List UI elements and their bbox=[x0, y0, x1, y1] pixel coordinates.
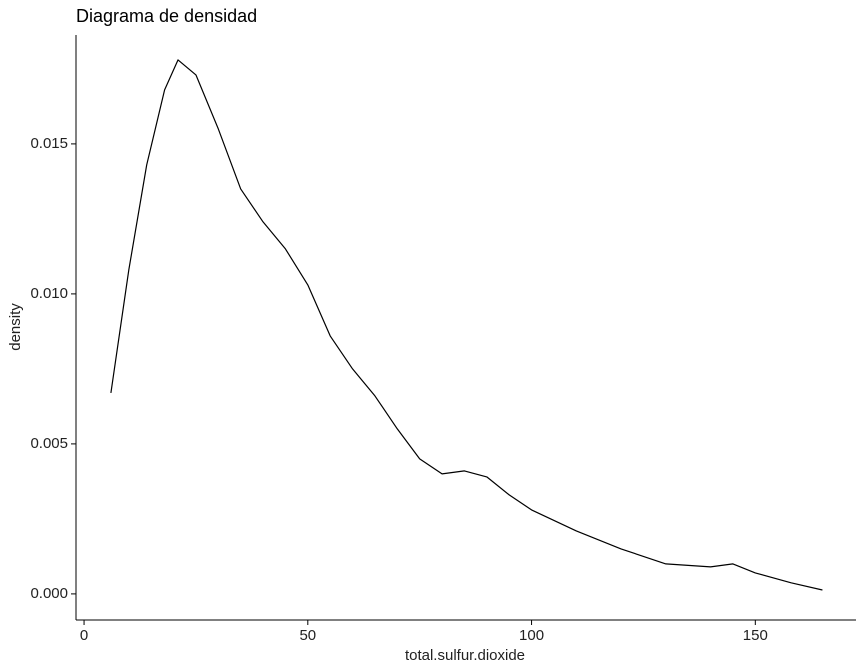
x-tick-label: 100 bbox=[519, 627, 544, 644]
x-tick-label: 50 bbox=[299, 627, 316, 644]
chart-title: Diagrama de densidad bbox=[76, 6, 257, 26]
y-tick-label: 0.015 bbox=[30, 135, 68, 152]
y-tick-label: 0.010 bbox=[30, 285, 68, 302]
y-tick-label: 0.000 bbox=[30, 585, 68, 602]
y-tick-label: 0.005 bbox=[30, 435, 68, 452]
y-axis-label: density bbox=[7, 303, 24, 351]
x-tick-label: 150 bbox=[743, 627, 768, 644]
x-axis-label: total.sulfur.dioxide bbox=[405, 647, 525, 664]
x-tick-label: 0 bbox=[80, 627, 88, 644]
density-line bbox=[110, 59, 823, 591]
